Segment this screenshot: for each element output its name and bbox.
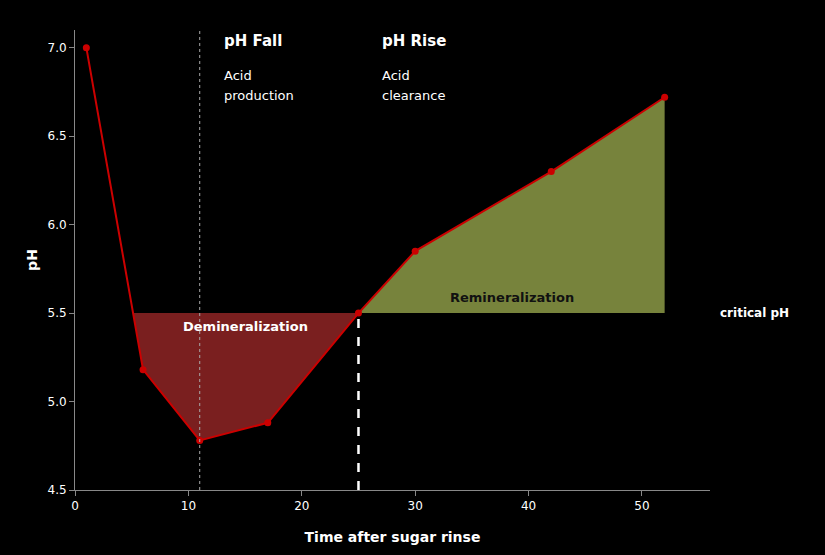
svg-text:20: 20 <box>294 499 309 513</box>
svg-text:6.5: 6.5 <box>48 129 67 143</box>
svg-text:50: 50 <box>634 499 649 513</box>
svg-text:critical pH: critical pH <box>720 306 789 320</box>
svg-text:4.5: 4.5 <box>48 483 67 497</box>
svg-text:5.0: 5.0 <box>48 395 67 409</box>
svg-text:pH Fall: pH Fall <box>224 32 282 50</box>
svg-text:Time after sugar rinse: Time after sugar rinse <box>305 529 481 545</box>
svg-text:pH Rise: pH Rise <box>382 32 446 50</box>
svg-text:7.0: 7.0 <box>48 41 67 55</box>
svg-text:5.5: 5.5 <box>48 306 67 320</box>
svg-text:production: production <box>224 88 294 103</box>
svg-text:Remineralization: Remineralization <box>450 290 574 305</box>
svg-text:40: 40 <box>521 499 536 513</box>
svg-text:Acid: Acid <box>224 68 252 83</box>
svg-text:pH: pH <box>24 249 40 271</box>
svg-text:6.0: 6.0 <box>48 218 67 232</box>
svg-text:Acid: Acid <box>382 68 410 83</box>
svg-text:clearance: clearance <box>382 88 445 103</box>
svg-text:30: 30 <box>408 499 423 513</box>
svg-text:0: 0 <box>71 499 79 513</box>
svg-text:Demineralization: Demineralization <box>183 319 308 334</box>
svg-text:10: 10 <box>181 499 196 513</box>
